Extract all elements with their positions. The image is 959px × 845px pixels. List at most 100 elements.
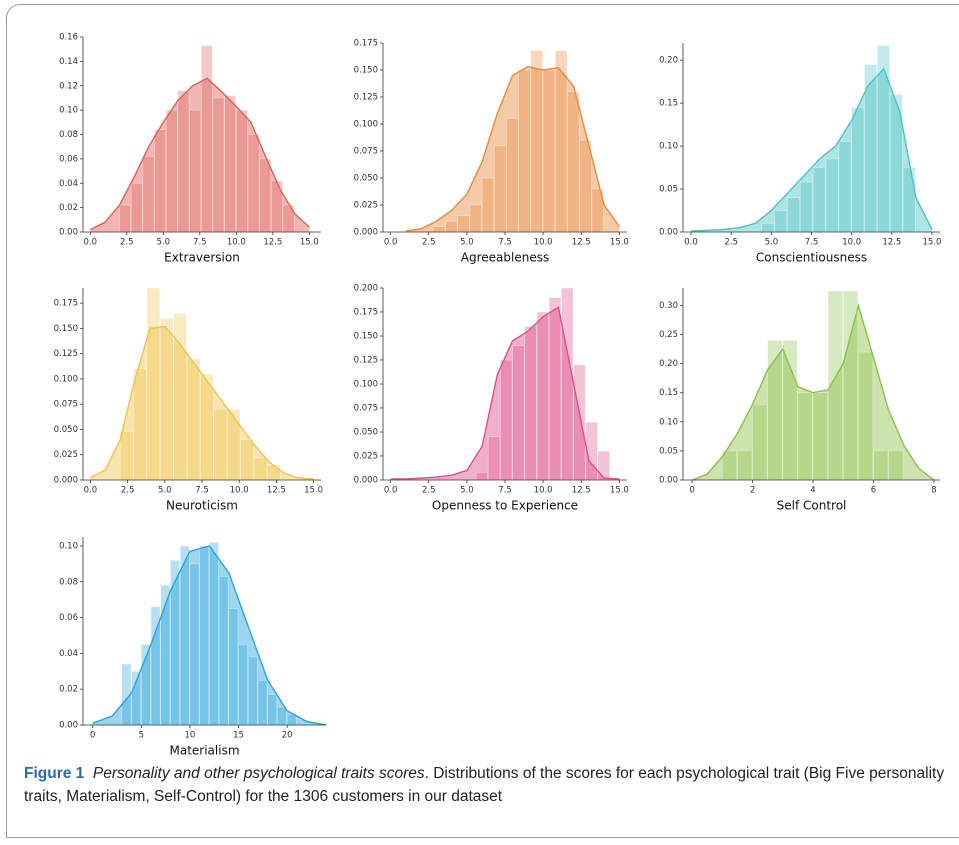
kde-fill: [691, 68, 932, 232]
y-tick-label: 0.10: [659, 142, 678, 152]
bar: [218, 576, 229, 726]
x-axis-label: Extraversion: [164, 251, 240, 265]
y-tick-label: 0.125: [354, 93, 378, 103]
bar: [247, 134, 260, 233]
bar: [902, 167, 916, 233]
x-tick-label: 12.5: [263, 238, 282, 248]
bar: [200, 45, 213, 233]
y-tick-label: 0.100: [354, 380, 378, 390]
x-tick-label: 4: [810, 486, 815, 496]
bar: [133, 368, 147, 481]
x-tick-label: 15: [233, 731, 244, 741]
bar: [542, 69, 556, 233]
y-tick-label: 0.25: [659, 330, 678, 340]
x-tick-label: 2.5: [121, 486, 135, 496]
kde-line: [390, 306, 620, 480]
x-tick-label: 10.0: [842, 238, 861, 248]
bar: [200, 373, 214, 481]
bar: [787, 197, 800, 233]
bar: [761, 223, 775, 233]
x-tick-label: 7.5: [195, 486, 209, 496]
bar: [842, 290, 859, 481]
y-tick-label: 0.00: [659, 476, 678, 486]
x-tick-label: 2: [750, 486, 755, 496]
bar: [799, 181, 813, 233]
x-axis-label: Conscientiousness: [756, 251, 867, 265]
bar: [267, 464, 281, 481]
x-tick-label: 2.5: [422, 238, 436, 248]
y-tick-label: 0.025: [354, 201, 378, 211]
y-tick-label: 0.125: [354, 356, 378, 366]
x-tick-label: 0: [90, 731, 95, 741]
bar: [838, 141, 852, 233]
x-tick-label: 12.5: [572, 238, 591, 248]
y-tick-label: 0.00: [659, 228, 678, 238]
x-axis-label: Openness to Experience: [432, 499, 578, 513]
bar: [271, 180, 283, 233]
bar: [487, 436, 501, 481]
kde-fill: [90, 78, 310, 233]
x-tick-label: 10.0: [230, 486, 249, 496]
caption-text: . Distributions of the scores for each p…: [24, 765, 945, 805]
bar: [579, 139, 592, 233]
bar: [253, 457, 268, 481]
bar: [548, 297, 562, 481]
kde-line: [691, 302, 935, 481]
bar: [873, 450, 889, 481]
y-tick-label: 0.150: [354, 332, 378, 342]
bar: [177, 90, 190, 233]
bar: [737, 450, 753, 481]
y-tick-label: 0.050: [354, 174, 378, 184]
bar: [481, 177, 495, 233]
y-tick-label: 0.04: [59, 649, 78, 659]
x-tick-label: 2.5: [724, 238, 738, 248]
y-tick-label: 0.125: [54, 349, 78, 359]
y-tick-label: 0.04: [59, 179, 78, 189]
y-tick-label: 0.025: [354, 452, 378, 462]
bar: [213, 408, 227, 481]
figure-frame: [6, 4, 959, 838]
bar: [797, 392, 813, 481]
bar: [475, 472, 488, 481]
y-tick-label: 0.14: [59, 57, 78, 67]
y-tick-label: 0.16: [59, 33, 78, 43]
bar: [189, 563, 200, 726]
x-tick-label: 6: [871, 486, 876, 496]
bar: [212, 97, 225, 233]
bar: [888, 450, 904, 481]
x-tick-label: 2.5: [120, 238, 134, 248]
y-tick-label: 0.00: [59, 721, 78, 731]
x-axis-label: Materialism: [169, 744, 239, 758]
x-tick-label: 15.0: [610, 486, 629, 496]
bar: [524, 326, 537, 481]
bar: [500, 359, 513, 481]
bar: [774, 210, 788, 233]
bar: [236, 109, 248, 233]
bar: [512, 345, 525, 481]
bar: [567, 91, 580, 233]
x-tick-label: 7.5: [805, 238, 819, 248]
bar: [257, 679, 268, 726]
x-tick-label: 12.5: [572, 486, 591, 496]
kde-line: [92, 545, 327, 726]
y-tick-label: 0.05: [659, 185, 678, 195]
y-tick-label: 0.00: [59, 228, 78, 238]
y-tick-label: 0.000: [354, 228, 378, 238]
bar: [189, 109, 201, 233]
x-tick-label: 0: [689, 486, 694, 496]
bar: [433, 226, 446, 233]
y-tick-label: 0.10: [659, 417, 678, 427]
bar: [226, 408, 241, 481]
x-axis-label: Self Control: [777, 499, 847, 513]
bar: [238, 644, 248, 726]
y-tick-label: 0.175: [354, 308, 378, 318]
bar: [146, 287, 161, 481]
y-tick-label: 0.05: [659, 446, 678, 456]
bar: [494, 145, 507, 233]
x-tick-label: 10: [185, 731, 196, 741]
bar: [286, 713, 297, 726]
y-tick-label: 0.100: [54, 374, 78, 384]
y-tick-label: 0.08: [59, 130, 78, 140]
figure: 0.000.020.040.060.080.100.120.140.160.0 2…: [54, 33, 942, 758]
y-tick-label: 0.15: [659, 99, 678, 109]
